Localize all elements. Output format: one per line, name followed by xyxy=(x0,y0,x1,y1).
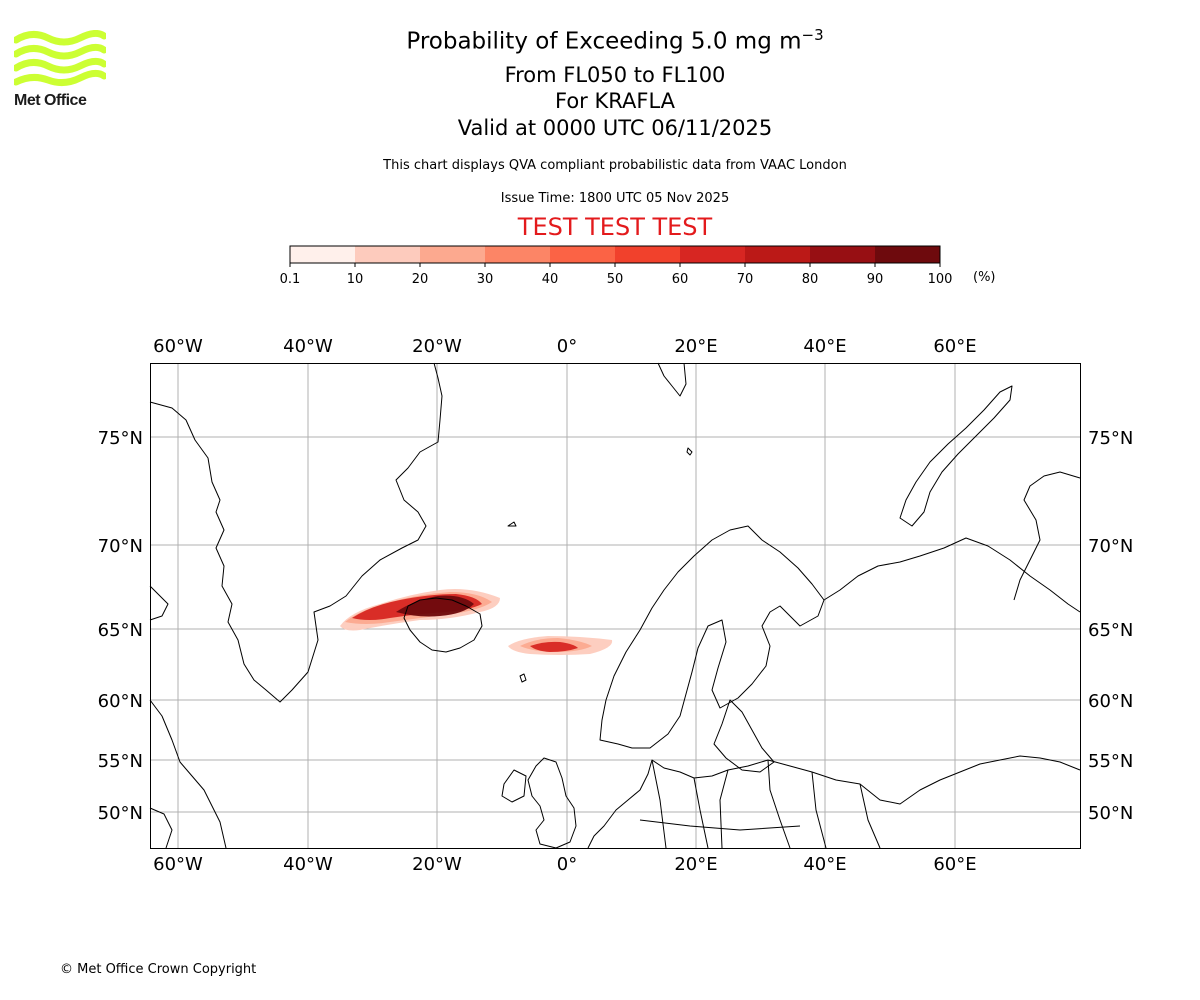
colorbar-cell xyxy=(550,246,615,263)
latitude-label: 70°N xyxy=(1088,536,1133,557)
colorbar-tick-label: 70 xyxy=(737,272,754,287)
colorbar-cell xyxy=(420,246,485,263)
latitude-label: 55°N xyxy=(98,751,143,772)
coastlines xyxy=(149,362,1081,849)
latitude-label: 55°N xyxy=(1088,751,1133,772)
colorbar-cell xyxy=(290,246,355,263)
longitude-label: 60°E xyxy=(933,854,976,875)
issue-time: Issue Time: 1800 UTC 05 Nov 2025 xyxy=(500,191,730,206)
colorbar-cell xyxy=(615,246,680,263)
longitude-label: 40°E xyxy=(803,854,846,875)
colorbar-tick-label: 90 xyxy=(867,272,884,287)
colorbar-tick-label: 40 xyxy=(542,272,559,287)
longitude-label: 40°E xyxy=(803,336,846,357)
map-frame xyxy=(150,363,1081,849)
chart-title: Probability of Exceeding 5.0 mg m−3 xyxy=(406,26,824,55)
flight-level-range: From FL050 to FL100 xyxy=(504,63,726,87)
volcano-name: For KRAFLA xyxy=(555,89,675,113)
longitude-label: 60°E xyxy=(933,336,976,357)
data-source-note: This chart displays QVA compliant probab… xyxy=(383,158,847,173)
longitude-label: 20°E xyxy=(674,854,717,875)
colorbar-tick-label: 50 xyxy=(607,272,624,287)
colorbar-cell xyxy=(680,246,745,263)
longitude-label: 60°W xyxy=(153,336,203,357)
colorbar: 0.1 10 20 30 40 50 60 70 80 90 100 xyxy=(280,245,953,287)
latitude-label: 65°N xyxy=(98,620,143,641)
colorbar-tick-label: 30 xyxy=(477,272,494,287)
latitude-label: 50°N xyxy=(1088,803,1133,824)
colorbar-cell xyxy=(810,246,875,263)
latitude-label: 70°N xyxy=(98,536,143,557)
latitude-label: 75°N xyxy=(1088,428,1133,449)
colorbar-tick-label: 80 xyxy=(802,272,819,287)
latitude-label: 75°N xyxy=(98,428,143,449)
colorbar-tick-label: 20 xyxy=(412,272,429,287)
test-banner: TEST TEST TEST xyxy=(517,213,713,241)
longitude-label: 20°W xyxy=(412,854,462,875)
colorbar-tick-label: 100 xyxy=(928,272,953,287)
latitude-label: 50°N xyxy=(98,803,143,824)
latitude-label: 60°N xyxy=(98,691,143,712)
latitude-label: 60°N xyxy=(1088,691,1133,712)
longitude-label: 20°E xyxy=(674,336,717,357)
longitude-label: 40°W xyxy=(283,854,333,875)
met-office-logo xyxy=(14,30,106,87)
colorbar-cell xyxy=(745,246,810,263)
colorbar-cell xyxy=(875,246,940,263)
colorbar-unit: (%) xyxy=(973,270,996,285)
ash-probability-plume xyxy=(340,589,613,655)
copyright: © Met Office Crown Copyright xyxy=(60,962,257,977)
longitude-label: 0° xyxy=(557,854,577,875)
plume-contour xyxy=(530,641,578,652)
colorbar-cell xyxy=(485,246,550,263)
valid-time: Valid at 0000 UTC 06/11/2025 xyxy=(457,116,773,140)
colorbar-tick-label: 60 xyxy=(672,272,689,287)
longitude-label: 0° xyxy=(557,336,577,357)
colorbar-tick-label: 10 xyxy=(347,272,364,287)
colorbar-cell xyxy=(355,246,420,263)
latitude-label: 65°N xyxy=(1088,620,1133,641)
longitude-label: 40°W xyxy=(283,336,333,357)
longitude-label: 20°W xyxy=(412,336,462,357)
met-office-logo-text: Met Office xyxy=(14,92,87,109)
colorbar-tick-label: 0.1 xyxy=(280,272,301,287)
longitude-label: 60°W xyxy=(153,854,203,875)
